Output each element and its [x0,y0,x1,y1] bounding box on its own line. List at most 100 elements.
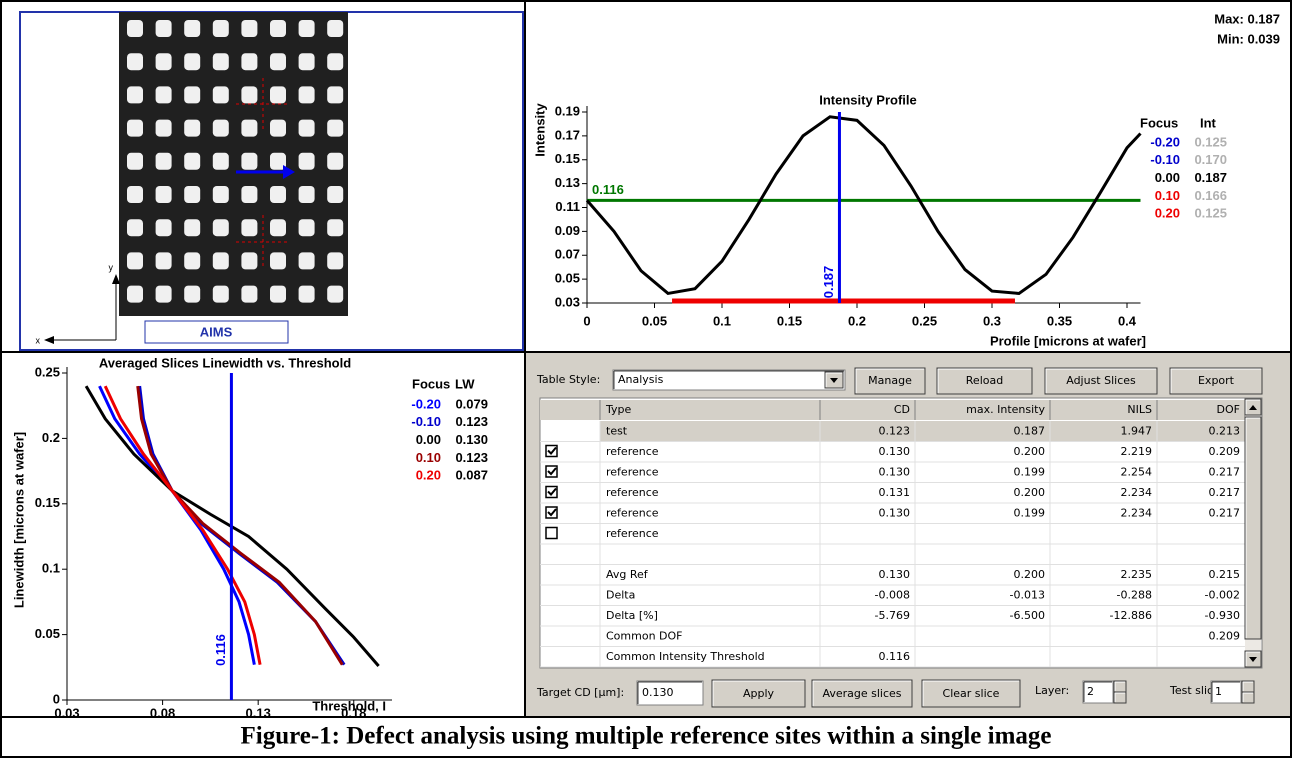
image-dot [184,252,200,269]
test-slice-down[interactable] [1242,692,1254,703]
image-dot [327,120,343,137]
image-dot [156,120,172,137]
table-cell: -0.288 [1117,588,1152,601]
checkbox[interactable] [546,528,557,539]
table-cell: 0.199 [1014,506,1046,519]
table-cell: Common DOF [606,629,683,642]
image-dot [127,120,143,137]
chart-title: Averaged Slices Linewidth vs. Threshold [99,355,351,370]
table-cell: 0.217 [1209,486,1241,499]
column-header: NILS [1127,403,1152,416]
x-tick-label: 0.4 [1118,313,1137,328]
image-dot [127,20,143,37]
image-dot [156,186,172,203]
table-cell: 0.209 [1209,629,1241,642]
table-cell: 0.123 [879,424,911,437]
image-dot [156,252,172,269]
target-cd-value[interactable]: 0.130 [642,686,674,699]
table-cell: -6.500 [1010,609,1045,622]
scroll-thumb[interactable] [1245,417,1261,639]
table-cell: 0.213 [1209,424,1241,437]
table-cell: -5.769 [875,609,910,622]
legend-int: 0.170 [1194,152,1227,167]
image-dot [184,186,200,203]
table-cell: 0.200 [1014,445,1046,458]
image-dot [241,252,257,269]
x-axis-label: x [36,335,41,345]
image-dot [299,286,315,303]
layer-value[interactable]: 2 [1087,685,1094,698]
legend-int: 0.166 [1194,188,1227,203]
image-dot [127,286,143,303]
page: y x AIMS Figure-1: Defect analysis using… [0,0,1292,758]
image-dot [270,286,286,303]
button-label[interactable]: Reload [966,374,1003,387]
table-cell: 1.947 [1121,424,1153,437]
y-tick-label: 0.17 [555,127,580,142]
image-dot [127,252,143,269]
y-tick-label: 0.2 [42,430,60,445]
image-dot [213,219,229,236]
test-slice-value[interactable]: 1 [1215,685,1222,698]
layer-up[interactable] [1114,681,1126,692]
chart-title: Intensity Profile [819,92,917,107]
button-label[interactable]: Manage [868,374,912,387]
image-dot [184,219,200,236]
table-cell: 2.219 [1121,445,1153,458]
image-dot [241,20,257,37]
legend-int: 0.125 [1194,134,1227,149]
legend-focus: -0.10 [1150,152,1180,167]
peak-label: 0.187 [821,266,836,299]
table-cell: Delta [606,588,635,601]
target-cd-label: Target CD [µm]: [536,686,624,699]
image-dot [299,20,315,37]
y-axis-title: Intensity [532,103,547,157]
image-dot [327,20,343,37]
table-cell: 0.130 [879,445,911,458]
image-dot [299,153,315,170]
image-dot [156,20,172,37]
legend-focus: 0.20 [416,468,441,483]
y-tick-label: 0 [53,691,60,706]
test-slice-up[interactable] [1242,681,1254,692]
y-tick-label: 0.19 [555,103,580,118]
image-dot [127,219,143,236]
button-label[interactable]: Export [1198,374,1235,387]
y-tick-label: 0.05 [35,626,60,641]
image-dot [299,252,315,269]
table-cell: -0.002 [1205,588,1240,601]
button-label[interactable]: Adjust Slices [1066,374,1136,387]
image-dot [327,53,343,70]
y-tick-label: 0.07 [555,247,580,262]
table-cell: 0.217 [1209,506,1241,519]
image-dot [270,86,286,103]
image-dot [184,20,200,37]
x-tick-label: 0.05 [642,313,667,328]
y-tick-label: 0.15 [555,151,580,166]
image-dot [241,120,257,137]
button-label[interactable]: Apply [743,687,775,700]
button-label[interactable]: Average slices [822,687,901,700]
image-dot [327,86,343,103]
image-dot [241,86,257,103]
x-tick-label: 0.08 [150,705,175,720]
x-tick-label: 0.3 [983,313,1001,328]
dropdown-value[interactable]: Analysis [618,373,664,386]
y-tick-label: 0.09 [555,223,580,238]
image-dot [327,219,343,236]
button-label[interactable]: Clear slice [943,687,1000,700]
image-dot [213,20,229,37]
legend-int: 0.187 [1194,170,1227,185]
layer-down[interactable] [1114,692,1126,703]
image-dot [213,286,229,303]
table-cell: Common Intensity Threshold [606,650,765,663]
image-dot [241,186,257,203]
image-dot [327,153,343,170]
legend-focus: 0.10 [416,450,441,465]
y-tick-label: 0.05 [555,271,580,286]
table-cell: reference [606,465,659,478]
table-cell: 0.130 [879,465,911,478]
table-cell: test [606,424,628,437]
image-dot [270,219,286,236]
image-dot [184,86,200,103]
